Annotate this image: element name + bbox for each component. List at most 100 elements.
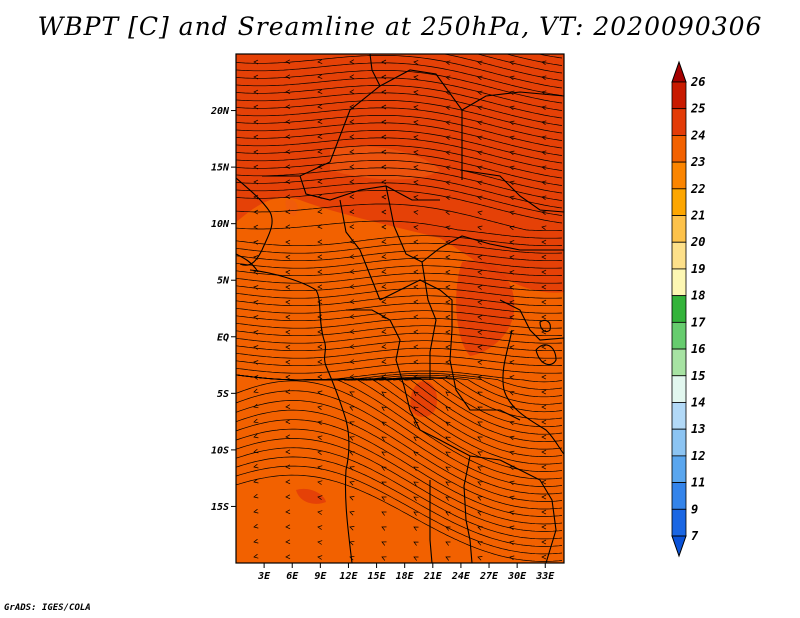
flow-arrow	[285, 434, 291, 440]
colorbar-label: 21	[690, 209, 705, 223]
flow-arrow	[381, 149, 387, 155]
flow-arrow	[541, 494, 547, 500]
border-line	[421, 261, 437, 380]
colorbar-swatch	[671, 348, 687, 377]
flow-arrow	[317, 104, 323, 109]
map-frame	[235, 53, 565, 564]
colorbar-top-arrow	[671, 60, 687, 83]
flow-arrow	[413, 481, 419, 486]
streamline	[236, 380, 563, 487]
flow-arrow	[317, 74, 323, 79]
flow-arrow	[509, 60, 515, 66]
flow-arrow	[317, 119, 323, 124]
flow-arrow	[413, 75, 419, 80]
border-line	[369, 54, 381, 87]
streamline	[236, 287, 563, 299]
streamline	[236, 145, 563, 179]
streamline	[236, 70, 563, 104]
country-borders	[236, 54, 564, 563]
flow-arrow	[349, 481, 355, 486]
border-line	[385, 185, 564, 263]
streamline	[236, 115, 563, 149]
flow-arrow	[253, 388, 259, 394]
flow-arrow	[445, 391, 451, 397]
flow-arrow	[317, 224, 323, 229]
streamline	[236, 167, 563, 201]
streamline	[236, 355, 563, 367]
flow-arrow	[381, 541, 387, 546]
flow-arrow	[285, 164, 291, 170]
streamline	[236, 317, 563, 329]
flow-arrow	[285, 179, 291, 185]
flow-arrow	[285, 89, 291, 95]
flow-arrow	[253, 104, 259, 110]
lon-label: 15E	[368, 571, 387, 582]
flow-arrow	[253, 59, 259, 65]
flow-arrow	[413, 120, 419, 125]
flow-arrow	[349, 284, 355, 289]
flow-arrow	[285, 359, 291, 365]
flow-arrow	[317, 525, 323, 530]
flow-arrow	[541, 284, 547, 290]
flow-arrow	[477, 150, 483, 156]
flow-arrow	[253, 89, 259, 95]
flow-arrow	[413, 374, 419, 380]
flow-arrow	[413, 299, 419, 305]
lon-label: 3E	[257, 571, 271, 582]
flow-arrow	[445, 135, 451, 140]
flow-arrow	[285, 539, 291, 545]
flow-arrow	[477, 285, 483, 290]
flow-arrow	[349, 269, 355, 274]
border-line	[461, 91, 564, 111]
lat-label: 5S	[217, 389, 229, 400]
streamline	[236, 325, 563, 337]
flow-arrow	[445, 75, 451, 80]
flow-arrow	[541, 105, 547, 110]
flow-arrow	[445, 406, 451, 412]
flow-arrow	[477, 210, 483, 216]
flow-arrow	[541, 539, 547, 545]
flow-arrow	[541, 299, 547, 305]
flow-arrow	[381, 421, 387, 426]
flow-arrow	[381, 359, 387, 364]
colorbar-swatch	[671, 428, 687, 457]
colorbar-swatch	[671, 508, 687, 537]
flow-arrow	[285, 464, 291, 470]
flow-arrow	[509, 285, 515, 290]
streamline	[236, 428, 563, 525]
streamline	[236, 182, 563, 216]
flow-arrow	[285, 344, 291, 350]
flow-arrow	[413, 150, 419, 155]
flow-arrow	[285, 524, 291, 530]
flow-arrow	[541, 254, 547, 260]
flow-arrow	[509, 105, 515, 111]
flow-arrow	[317, 374, 323, 380]
flow-arrow	[477, 406, 483, 411]
colorbar-label: 17	[691, 315, 706, 329]
flow-arrow	[509, 165, 515, 171]
streamlines	[236, 54, 563, 562]
flow-arrow	[349, 224, 355, 230]
flow-arrow	[477, 511, 483, 516]
flow-arrow	[541, 135, 547, 140]
flow-arrow	[317, 134, 323, 139]
border-line	[346, 309, 501, 461]
flow-arrow	[349, 194, 355, 200]
flow-arrow	[317, 344, 323, 350]
flow-arrow	[477, 541, 483, 546]
flow-arrow	[285, 269, 291, 275]
flow-arrow	[541, 479, 547, 485]
flow-arrow	[509, 510, 515, 516]
flow-arrow	[541, 509, 547, 515]
flow-arrow	[509, 450, 515, 456]
flow-arrow	[445, 374, 451, 380]
flow-arrow	[541, 449, 547, 455]
flow-arrow	[285, 104, 291, 110]
lat-label: 20N	[210, 106, 230, 117]
flow-arrow	[541, 344, 547, 350]
flow-arrow	[253, 493, 259, 499]
streamline	[236, 160, 563, 194]
flow-arrow	[381, 344, 387, 349]
flow-arrow	[541, 60, 547, 65]
flow-arrow	[477, 496, 483, 501]
